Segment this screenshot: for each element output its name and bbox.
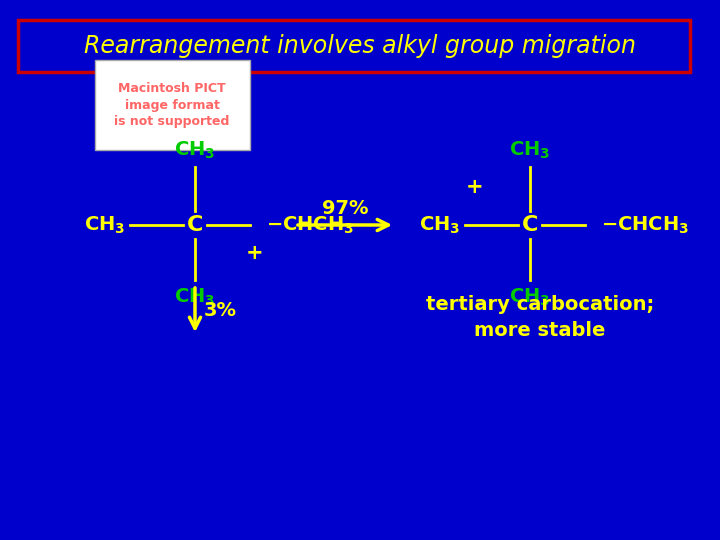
Text: $\mathregular{-CHCH_3}$: $\mathregular{-CHCH_3}$ — [266, 214, 354, 235]
Text: $\mathregular{CH_3}$: $\mathregular{CH_3}$ — [84, 214, 126, 235]
Text: $\mathregular{CH_3}$: $\mathregular{CH_3}$ — [174, 286, 216, 308]
Text: Macintosh PICT
image format
is not supported: Macintosh PICT image format is not suppo… — [114, 82, 230, 129]
Text: $\mathregular{CH_3}$: $\mathregular{CH_3}$ — [419, 214, 461, 235]
Text: C: C — [186, 215, 203, 235]
Text: tertiary carbocation;: tertiary carbocation; — [426, 295, 654, 314]
Text: +: + — [246, 243, 264, 263]
Text: $\mathregular{CH_3}$: $\mathregular{CH_3}$ — [509, 286, 551, 308]
Text: more stable: more stable — [474, 321, 606, 340]
Text: 97%: 97% — [322, 199, 368, 218]
Text: +: + — [466, 177, 484, 197]
Text: $\mathregular{CH_3}$: $\mathregular{CH_3}$ — [509, 139, 551, 160]
Text: $\mathregular{CH_3}$: $\mathregular{CH_3}$ — [174, 139, 216, 160]
Text: Rearrangement involves alkyl group migration: Rearrangement involves alkyl group migra… — [84, 34, 636, 58]
Text: 3%: 3% — [204, 300, 236, 320]
Text: $\mathregular{-CHCH_3}$: $\mathregular{-CHCH_3}$ — [601, 214, 689, 235]
Bar — [18, 20, 690, 72]
Text: C: C — [522, 215, 538, 235]
Bar — [95, 60, 250, 150]
